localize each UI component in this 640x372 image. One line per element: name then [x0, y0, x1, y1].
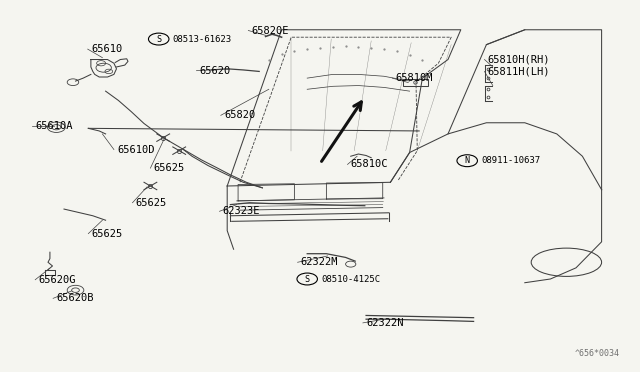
Text: 08510-4125C: 08510-4125C — [321, 275, 380, 283]
Text: S: S — [156, 35, 161, 44]
Text: 65610D: 65610D — [117, 145, 155, 154]
Text: 65625: 65625 — [136, 198, 167, 208]
Text: N: N — [465, 156, 470, 165]
Text: 62322N: 62322N — [366, 318, 404, 328]
Text: 62322M: 62322M — [301, 257, 339, 267]
Text: ^656*0034: ^656*0034 — [575, 349, 620, 358]
Text: 65610: 65610 — [91, 44, 122, 54]
Text: 65620B: 65620B — [56, 294, 94, 303]
Text: 65810C: 65810C — [351, 160, 388, 169]
Text: S: S — [305, 275, 310, 283]
Text: 65625: 65625 — [92, 229, 123, 238]
Text: 62323E: 62323E — [223, 206, 260, 216]
Text: 65811H(LH): 65811H(LH) — [488, 67, 550, 76]
Text: 65810H(RH): 65810H(RH) — [488, 55, 550, 64]
Text: 65620: 65620 — [200, 66, 231, 76]
Text: 65625: 65625 — [154, 163, 185, 173]
Text: 65810M: 65810M — [396, 73, 433, 83]
Text: 65610A: 65610A — [35, 122, 73, 131]
Text: 65820: 65820 — [224, 110, 255, 120]
Text: 08513-61623: 08513-61623 — [173, 35, 232, 44]
Text: 65820E: 65820E — [252, 26, 289, 35]
Text: 65620G: 65620G — [38, 275, 76, 285]
Text: 08911-10637: 08911-10637 — [481, 156, 540, 165]
Bar — [403, 79, 428, 86]
